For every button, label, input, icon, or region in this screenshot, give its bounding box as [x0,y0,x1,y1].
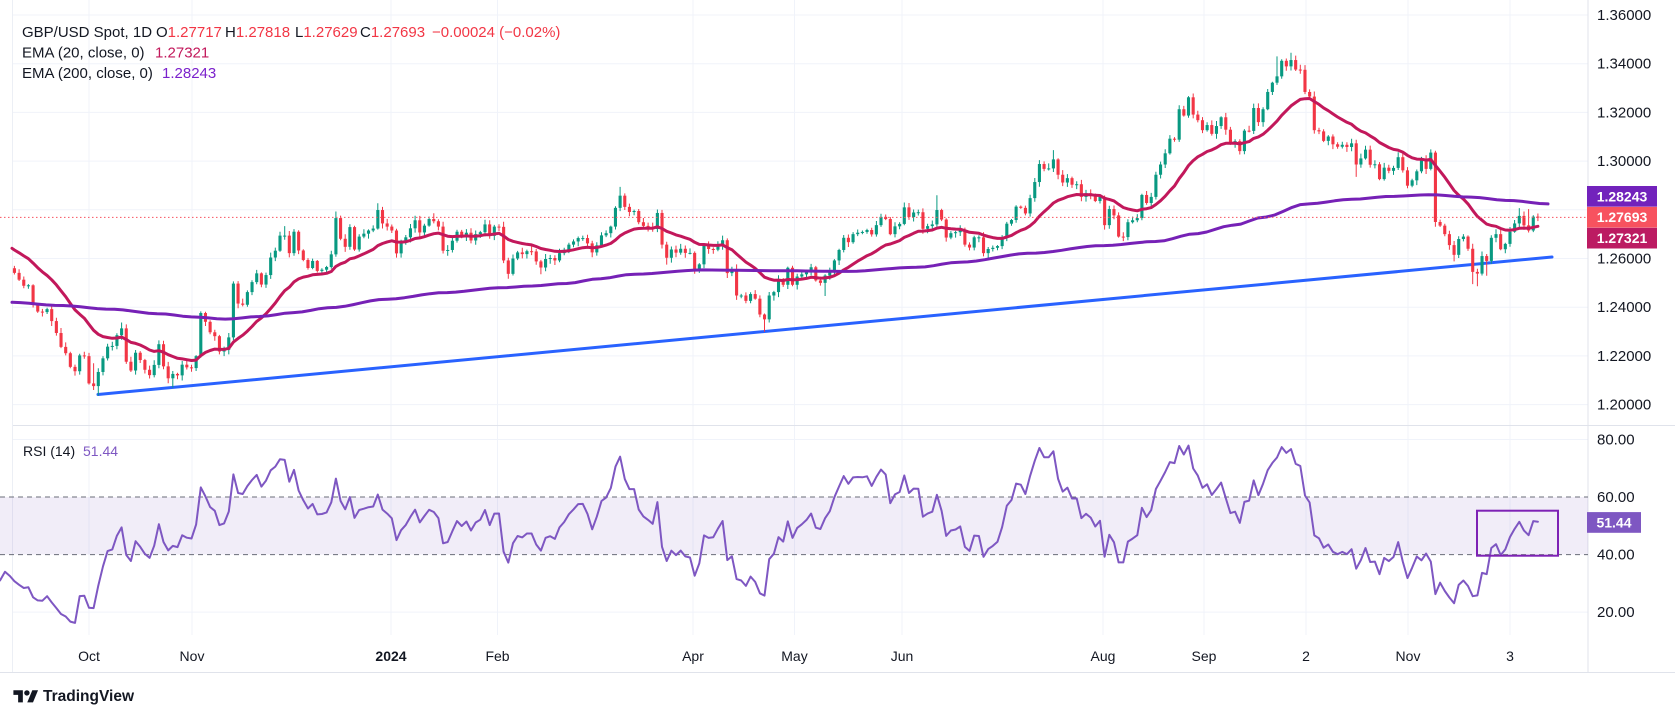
svg-text:Oct: Oct [78,648,100,664]
svg-text:EMA (200, close, 0)1.28243: EMA (200, close, 0) 1.28243 [22,65,216,82]
svg-text:2024: 2024 [375,648,406,664]
svg-text:1.22000: 1.22000 [1597,348,1651,365]
svg-text:Aug: Aug [1091,648,1116,664]
svg-text:1.24000: 1.24000 [1597,299,1651,316]
svg-text:TradingView: TradingView [43,688,135,705]
svg-text:1.20000: 1.20000 [1597,397,1651,414]
svg-text:1.30000: 1.30000 [1597,153,1651,170]
svg-text:Sep: Sep [1192,648,1217,664]
svg-text:EMA (20, close, 0)1.27321: EMA (20, close, 0) 1.27321 [22,45,209,62]
svg-text:51.44: 51.44 [1596,515,1631,531]
svg-text:May: May [781,648,807,664]
svg-text:1.32000: 1.32000 [1597,104,1651,121]
svg-text:Feb: Feb [485,648,509,664]
svg-text:40.00: 40.00 [1597,547,1635,564]
svg-text:1.36000: 1.36000 [1597,7,1651,24]
svg-text:3: 3 [1506,648,1514,664]
svg-text:Nov: Nov [1396,648,1421,664]
svg-text:80.00: 80.00 [1597,432,1635,449]
svg-text:1.28243: 1.28243 [1597,188,1648,204]
svg-text:Jun: Jun [891,648,914,664]
svg-text:1.26000: 1.26000 [1597,251,1651,268]
svg-text:Apr: Apr [682,648,704,664]
svg-text:1.27321: 1.27321 [1597,230,1648,246]
svg-text:1.34000: 1.34000 [1597,56,1651,73]
svg-text:2: 2 [1302,648,1310,664]
svg-text:1.27693: 1.27693 [1597,209,1648,225]
svg-text:20.00: 20.00 [1597,604,1635,621]
svg-text:60.00: 60.00 [1597,489,1635,506]
svg-text:Nov: Nov [180,648,205,664]
svg-text:RSI (14)51.44: RSI (14) 51.44 [23,443,118,459]
